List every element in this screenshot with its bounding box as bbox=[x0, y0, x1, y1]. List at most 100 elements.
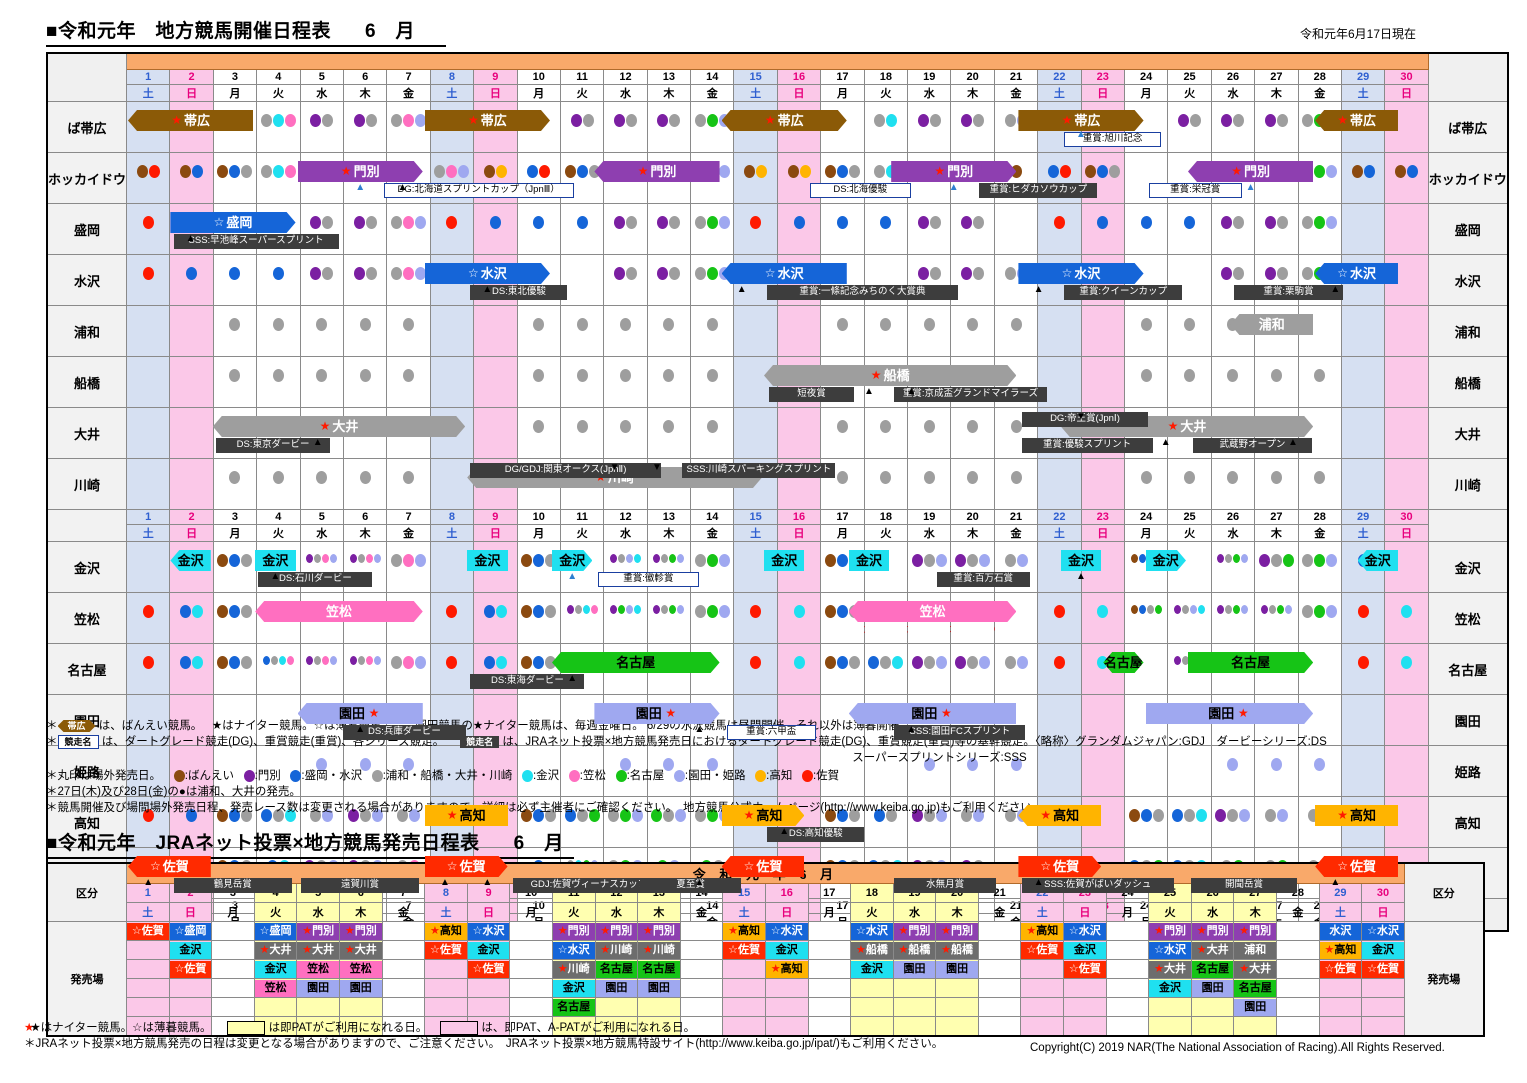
ipat-venue-chip[interactable]: 金沢 bbox=[1362, 941, 1404, 959]
schedule-cell[interactable] bbox=[1384, 254, 1429, 306]
schedule-cell[interactable] bbox=[863, 254, 909, 306]
ipat-venue-chip[interactable]: ★門別 bbox=[1149, 922, 1191, 940]
schedule-cell[interactable] bbox=[342, 305, 388, 357]
schedule-cell[interactable] bbox=[516, 458, 561, 510]
ipat-cell[interactable]: 笠松 bbox=[253, 978, 298, 998]
ipat-cell[interactable] bbox=[211, 959, 255, 979]
schedule-cell[interactable] bbox=[386, 203, 431, 255]
ipat-venue-chip[interactable]: ☆水沢 bbox=[851, 922, 893, 940]
schedule-cell[interactable] bbox=[386, 458, 431, 510]
schedule-cell[interactable] bbox=[1167, 458, 1212, 510]
ipat-cell[interactable]: ★大井 bbox=[253, 940, 298, 960]
schedule-cell[interactable] bbox=[690, 356, 735, 408]
schedule-cell[interactable] bbox=[169, 643, 214, 695]
schedule-cell[interactable] bbox=[776, 745, 822, 797]
schedule-cell[interactable] bbox=[386, 101, 431, 153]
ipat-venue-chip[interactable]: ★船橋 bbox=[851, 941, 893, 959]
ipat-venue-chip[interactable]: ☆盛岡 bbox=[254, 922, 297, 940]
ipat-venue-chip[interactable]: ★高知 bbox=[1319, 941, 1362, 959]
ipat-cell[interactable] bbox=[594, 1016, 639, 1037]
schedule-cell[interactable] bbox=[256, 541, 301, 593]
schedule-cell[interactable]: ★ 門別 ★ 門別 ★ 門別 ★ 門別 DG:北海道スプリントカップ（JpnⅢ） DS:北海優駿重… bbox=[125, 152, 1314, 204]
schedule-cell[interactable] bbox=[299, 101, 344, 153]
schedule-cell[interactable] bbox=[733, 254, 778, 306]
schedule-cell[interactable] bbox=[863, 592, 909, 644]
ipat-cell[interactable] bbox=[424, 997, 468, 1017]
schedule-cell[interactable] bbox=[1254, 745, 1299, 797]
schedule-cell[interactable] bbox=[256, 305, 301, 357]
schedule-cell[interactable] bbox=[1384, 305, 1429, 357]
ipat-cell[interactable]: 金沢 bbox=[168, 940, 213, 960]
ipat-cell[interactable]: 園田 bbox=[637, 978, 681, 998]
schedule-cell[interactable] bbox=[776, 643, 822, 695]
schedule-cell[interactable] bbox=[1210, 203, 1256, 255]
ipat-cell[interactable] bbox=[722, 978, 766, 998]
schedule-cell[interactable] bbox=[993, 356, 1039, 408]
ipat-cell[interactable] bbox=[381, 978, 426, 998]
schedule-cell[interactable] bbox=[386, 643, 431, 695]
ipat-cell[interactable]: ★高知 bbox=[1318, 940, 1363, 960]
ipat-venue-chip[interactable]: 名古屋 bbox=[595, 960, 638, 978]
schedule-cell[interactable] bbox=[690, 745, 735, 797]
schedule-cell[interactable] bbox=[1297, 592, 1342, 644]
schedule-cell[interactable] bbox=[733, 592, 778, 644]
schedule-cell[interactable] bbox=[1123, 541, 1169, 593]
schedule-cell[interactable] bbox=[559, 745, 605, 797]
schedule-cell[interactable] bbox=[559, 152, 605, 204]
schedule-cell[interactable] bbox=[1167, 254, 1212, 306]
ipat-cell[interactable] bbox=[594, 997, 639, 1017]
ipat-cell[interactable] bbox=[1105, 959, 1150, 979]
schedule-cell[interactable] bbox=[1037, 356, 1082, 408]
schedule-cell[interactable] bbox=[603, 541, 648, 593]
schedule-cell[interactable] bbox=[1167, 152, 1212, 204]
schedule-cell[interactable] bbox=[820, 541, 865, 593]
schedule-cell[interactable] bbox=[950, 356, 995, 408]
schedule-cell[interactable] bbox=[907, 101, 952, 153]
schedule-cell[interactable] bbox=[559, 101, 605, 153]
schedule-cell[interactable] bbox=[1384, 541, 1429, 593]
ipat-cell[interactable]: 名古屋 bbox=[1190, 959, 1235, 979]
schedule-cell[interactable] bbox=[1340, 643, 1386, 695]
ipat-venue-chip[interactable]: 名古屋 bbox=[1234, 979, 1277, 997]
schedule-cell[interactable] bbox=[1167, 356, 1212, 408]
schedule-cell[interactable] bbox=[473, 407, 518, 459]
schedule-cell[interactable] bbox=[950, 745, 995, 797]
schedule-cell[interactable] bbox=[950, 254, 995, 306]
schedule-cell[interactable]: ★ 帯広 ★ 帯広 ★ 帯広 ★ 帯広 ★ 帯広 重賞:旭川記念 ▲ bbox=[125, 101, 1398, 153]
schedule-cell[interactable] bbox=[1340, 407, 1386, 459]
schedule-cell[interactable] bbox=[1254, 643, 1299, 695]
ipat-cell[interactable] bbox=[807, 978, 852, 998]
ipat-venue-chip[interactable]: 金沢 bbox=[169, 941, 212, 959]
ipat-cell[interactable]: 金沢 bbox=[551, 978, 596, 998]
schedule-cell[interactable] bbox=[603, 643, 648, 695]
schedule-cell[interactable] bbox=[907, 592, 952, 644]
ipat-venue-chip[interactable]: ★大井 bbox=[297, 941, 339, 959]
ipat-cell[interactable]: 園田 bbox=[1233, 997, 1278, 1017]
schedule-cell[interactable] bbox=[690, 152, 735, 204]
ipat-venue-chip[interactable]: ☆佐賀 bbox=[467, 960, 510, 978]
ipat-cell[interactable]: ☆水沢 bbox=[1361, 921, 1405, 941]
ipat-cell[interactable]: 金沢 bbox=[850, 959, 894, 979]
ipat-venue-chip[interactable]: ☆水沢 bbox=[552, 941, 595, 959]
schedule-cell[interactable] bbox=[299, 203, 344, 255]
ipat-venue-chip[interactable]: ★川崎 bbox=[638, 941, 680, 959]
ipat-venue-chip[interactable]: ☆盛岡 bbox=[169, 922, 212, 940]
schedule-cell[interactable] bbox=[863, 643, 909, 695]
ipat-cell[interactable] bbox=[892, 1016, 937, 1037]
schedule-cell[interactable] bbox=[1123, 458, 1169, 510]
schedule-cell[interactable] bbox=[993, 203, 1039, 255]
schedule-cell[interactable] bbox=[256, 254, 301, 306]
ipat-venue-chip[interactable]: 金沢 bbox=[851, 960, 893, 978]
ipat-cell[interactable] bbox=[1276, 940, 1320, 960]
schedule-cell[interactable] bbox=[603, 745, 648, 797]
ipat-cell[interactable] bbox=[935, 997, 979, 1017]
schedule-cell[interactable] bbox=[342, 152, 388, 204]
ipat-cell[interactable]: ☆盛岡 bbox=[253, 921, 298, 941]
ipat-venue-chip[interactable]: ☆佐賀 bbox=[1362, 960, 1404, 978]
ipat-cell[interactable] bbox=[977, 940, 1022, 960]
ipat-cell[interactable]: ☆水沢 bbox=[551, 940, 596, 960]
schedule-cell[interactable] bbox=[1037, 254, 1082, 306]
schedule-cell[interactable]: ☆ 盛岡 SSS:早池峰スーパースプリント ▲ bbox=[125, 203, 339, 255]
ipat-cell[interactable] bbox=[168, 1016, 213, 1037]
schedule-cell[interactable] bbox=[299, 152, 344, 204]
